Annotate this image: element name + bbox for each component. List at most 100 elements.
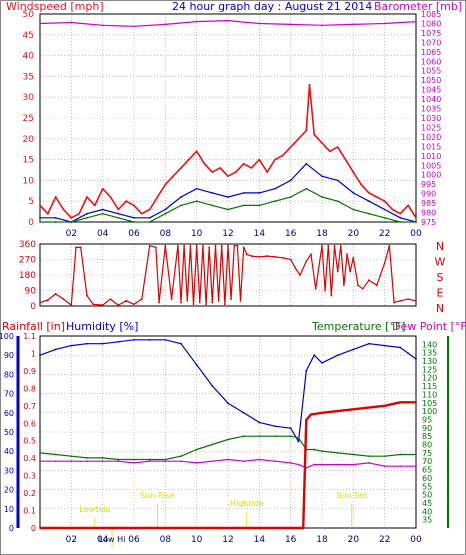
- wind-series-baro-point: [133, 25, 135, 28]
- dir-series-point: [125, 299, 128, 302]
- wx-series-dew-point: [117, 460, 120, 463]
- temp-y-tick-label: 135: [422, 349, 437, 358]
- wx-series-humidity-point: [274, 425, 276, 428]
- dir-series-point: [220, 244, 223, 247]
- dir-series-point: [361, 287, 364, 290]
- dir-series-point: [393, 301, 395, 304]
- wind-series-windlow-point: [336, 200, 339, 203]
- wx-series-temp-point: [39, 451, 41, 454]
- dir-series-point: [233, 244, 236, 247]
- wind-x-tick-label: 10: [191, 229, 203, 239]
- wind-x-tick-label: 02: [66, 229, 77, 239]
- dir-series-point: [324, 289, 327, 292]
- wind-series-gust-point: [187, 158, 190, 161]
- dir-series-point: [186, 299, 189, 302]
- wx-series-dew-point: [195, 461, 198, 464]
- wind-series-gust-point: [274, 158, 276, 161]
- wind-series-windlow-point: [39, 221, 41, 223]
- wind-x-tick-label: 12: [222, 229, 233, 239]
- humidity-y-tick-label: 60: [4, 409, 14, 418]
- wx-series-humidity-point: [211, 385, 214, 387]
- wind-series-gust-point: [125, 200, 128, 203]
- dir-series-point: [189, 244, 192, 247]
- wx-series-humidity: [39, 339, 417, 443]
- wind-series-gust-point: [344, 158, 347, 161]
- wx-series-temp-point: [399, 453, 402, 456]
- wx-series-humidity-point: [407, 352, 410, 355]
- wx-x-tick-label: 02: [66, 535, 77, 545]
- wx-x-tick-label: 10: [191, 535, 203, 545]
- wind-series-gust-point: [321, 142, 323, 144]
- temp-y-tick-label: 70: [422, 457, 432, 466]
- dir-series-point: [217, 299, 220, 302]
- wind-series-gust-point: [86, 196, 88, 198]
- dir-series-point: [289, 258, 292, 261]
- wx-series-humidity-point: [133, 338, 135, 341]
- wx-series-dew-point: [258, 458, 261, 461]
- rain-y-tick-label: 0.8: [23, 384, 36, 393]
- wind-series-windlow-point: [258, 204, 261, 207]
- wind-x-tick-label: 20: [348, 229, 360, 239]
- wind-series-windlow-point: [368, 212, 370, 215]
- temp-y-tick-label: 35: [422, 516, 432, 525]
- wx-series-humidity-point: [368, 342, 370, 345]
- wind-series-gust-point: [242, 162, 245, 165]
- wind-series-baro-point: [101, 24, 104, 27]
- temp-y-tick-label: 120: [422, 374, 437, 383]
- temp-y-tick-label: 65: [422, 466, 432, 475]
- wx-x-tick-label: 08: [160, 535, 172, 545]
- dir-series-point: [294, 267, 297, 270]
- wind-series-avgwind-point: [368, 200, 370, 203]
- wind-series-windlow-point: [195, 200, 198, 203]
- dir-series-point: [349, 270, 352, 273]
- baro-y-tick-label: 980: [421, 209, 436, 218]
- dir-series-point: [321, 244, 323, 247]
- rain-y-tick-label: 0.9: [23, 367, 36, 376]
- temp-y-tick-label: 50: [422, 491, 432, 500]
- compass-label: S: [437, 271, 444, 284]
- dir-series-point: [239, 299, 242, 302]
- wind-series-windlow-point: [180, 204, 182, 207]
- wind-y-tick-label: 50: [23, 10, 35, 20]
- wind-y-tick-label: 25: [23, 114, 34, 124]
- temp-y-tick-label: 100: [422, 407, 437, 416]
- temp-y-tick-label: 125: [422, 365, 437, 374]
- wx-series-dew-point: [70, 460, 73, 463]
- wx-series-humidity-point: [297, 440, 300, 443]
- temp-y-tick-label: 75: [422, 449, 432, 458]
- windspeed-axis-label: Windspeed [mph]: [6, 0, 104, 13]
- humidity-y-tick-label: 20: [4, 486, 14, 495]
- dir-series-point: [352, 256, 355, 259]
- dir-series-point: [343, 284, 345, 287]
- wind-x-tick-label: 06: [128, 229, 140, 239]
- dir-series-point: [101, 304, 104, 307]
- dir-series-point: [46, 299, 49, 301]
- wx-series-rain-point: [305, 418, 308, 421]
- dir-series-point: [170, 298, 173, 301]
- baro-y-tick-label: 1080: [421, 19, 441, 28]
- wind-series-gust-point: [54, 196, 57, 198]
- temp-y-tick-label: 130: [422, 357, 437, 366]
- wind-series-avgwind-point: [86, 212, 88, 215]
- wind-series-windlow-point: [242, 204, 245, 207]
- wind-series-baro-point: [352, 23, 355, 26]
- wind-series-baro-point: [289, 23, 292, 26]
- wx-x-tick-label: 14: [254, 535, 266, 545]
- wind-y-tick-label: 45: [23, 31, 34, 41]
- wind-x-tick-label: 16: [285, 229, 297, 239]
- dir-series-point: [245, 253, 248, 256]
- dir-series-point: [198, 301, 201, 304]
- temp-y-tick-label: 105: [422, 399, 437, 408]
- wx-series-rain-point: [39, 527, 41, 529]
- wind-series-windlow-point: [305, 187, 308, 190]
- wind-series-avgwind-point: [352, 191, 355, 194]
- dir-series-point: [299, 274, 301, 276]
- dir-series-point: [242, 246, 245, 249]
- wind-series-windlow-point: [227, 208, 229, 211]
- wx-series-rain-point: [321, 411, 323, 414]
- wx-series-humidity-point: [86, 342, 88, 345]
- dir-series-point: [357, 284, 359, 287]
- wind-series-gust-point: [266, 171, 269, 173]
- wind-series-gust-point: [360, 183, 363, 186]
